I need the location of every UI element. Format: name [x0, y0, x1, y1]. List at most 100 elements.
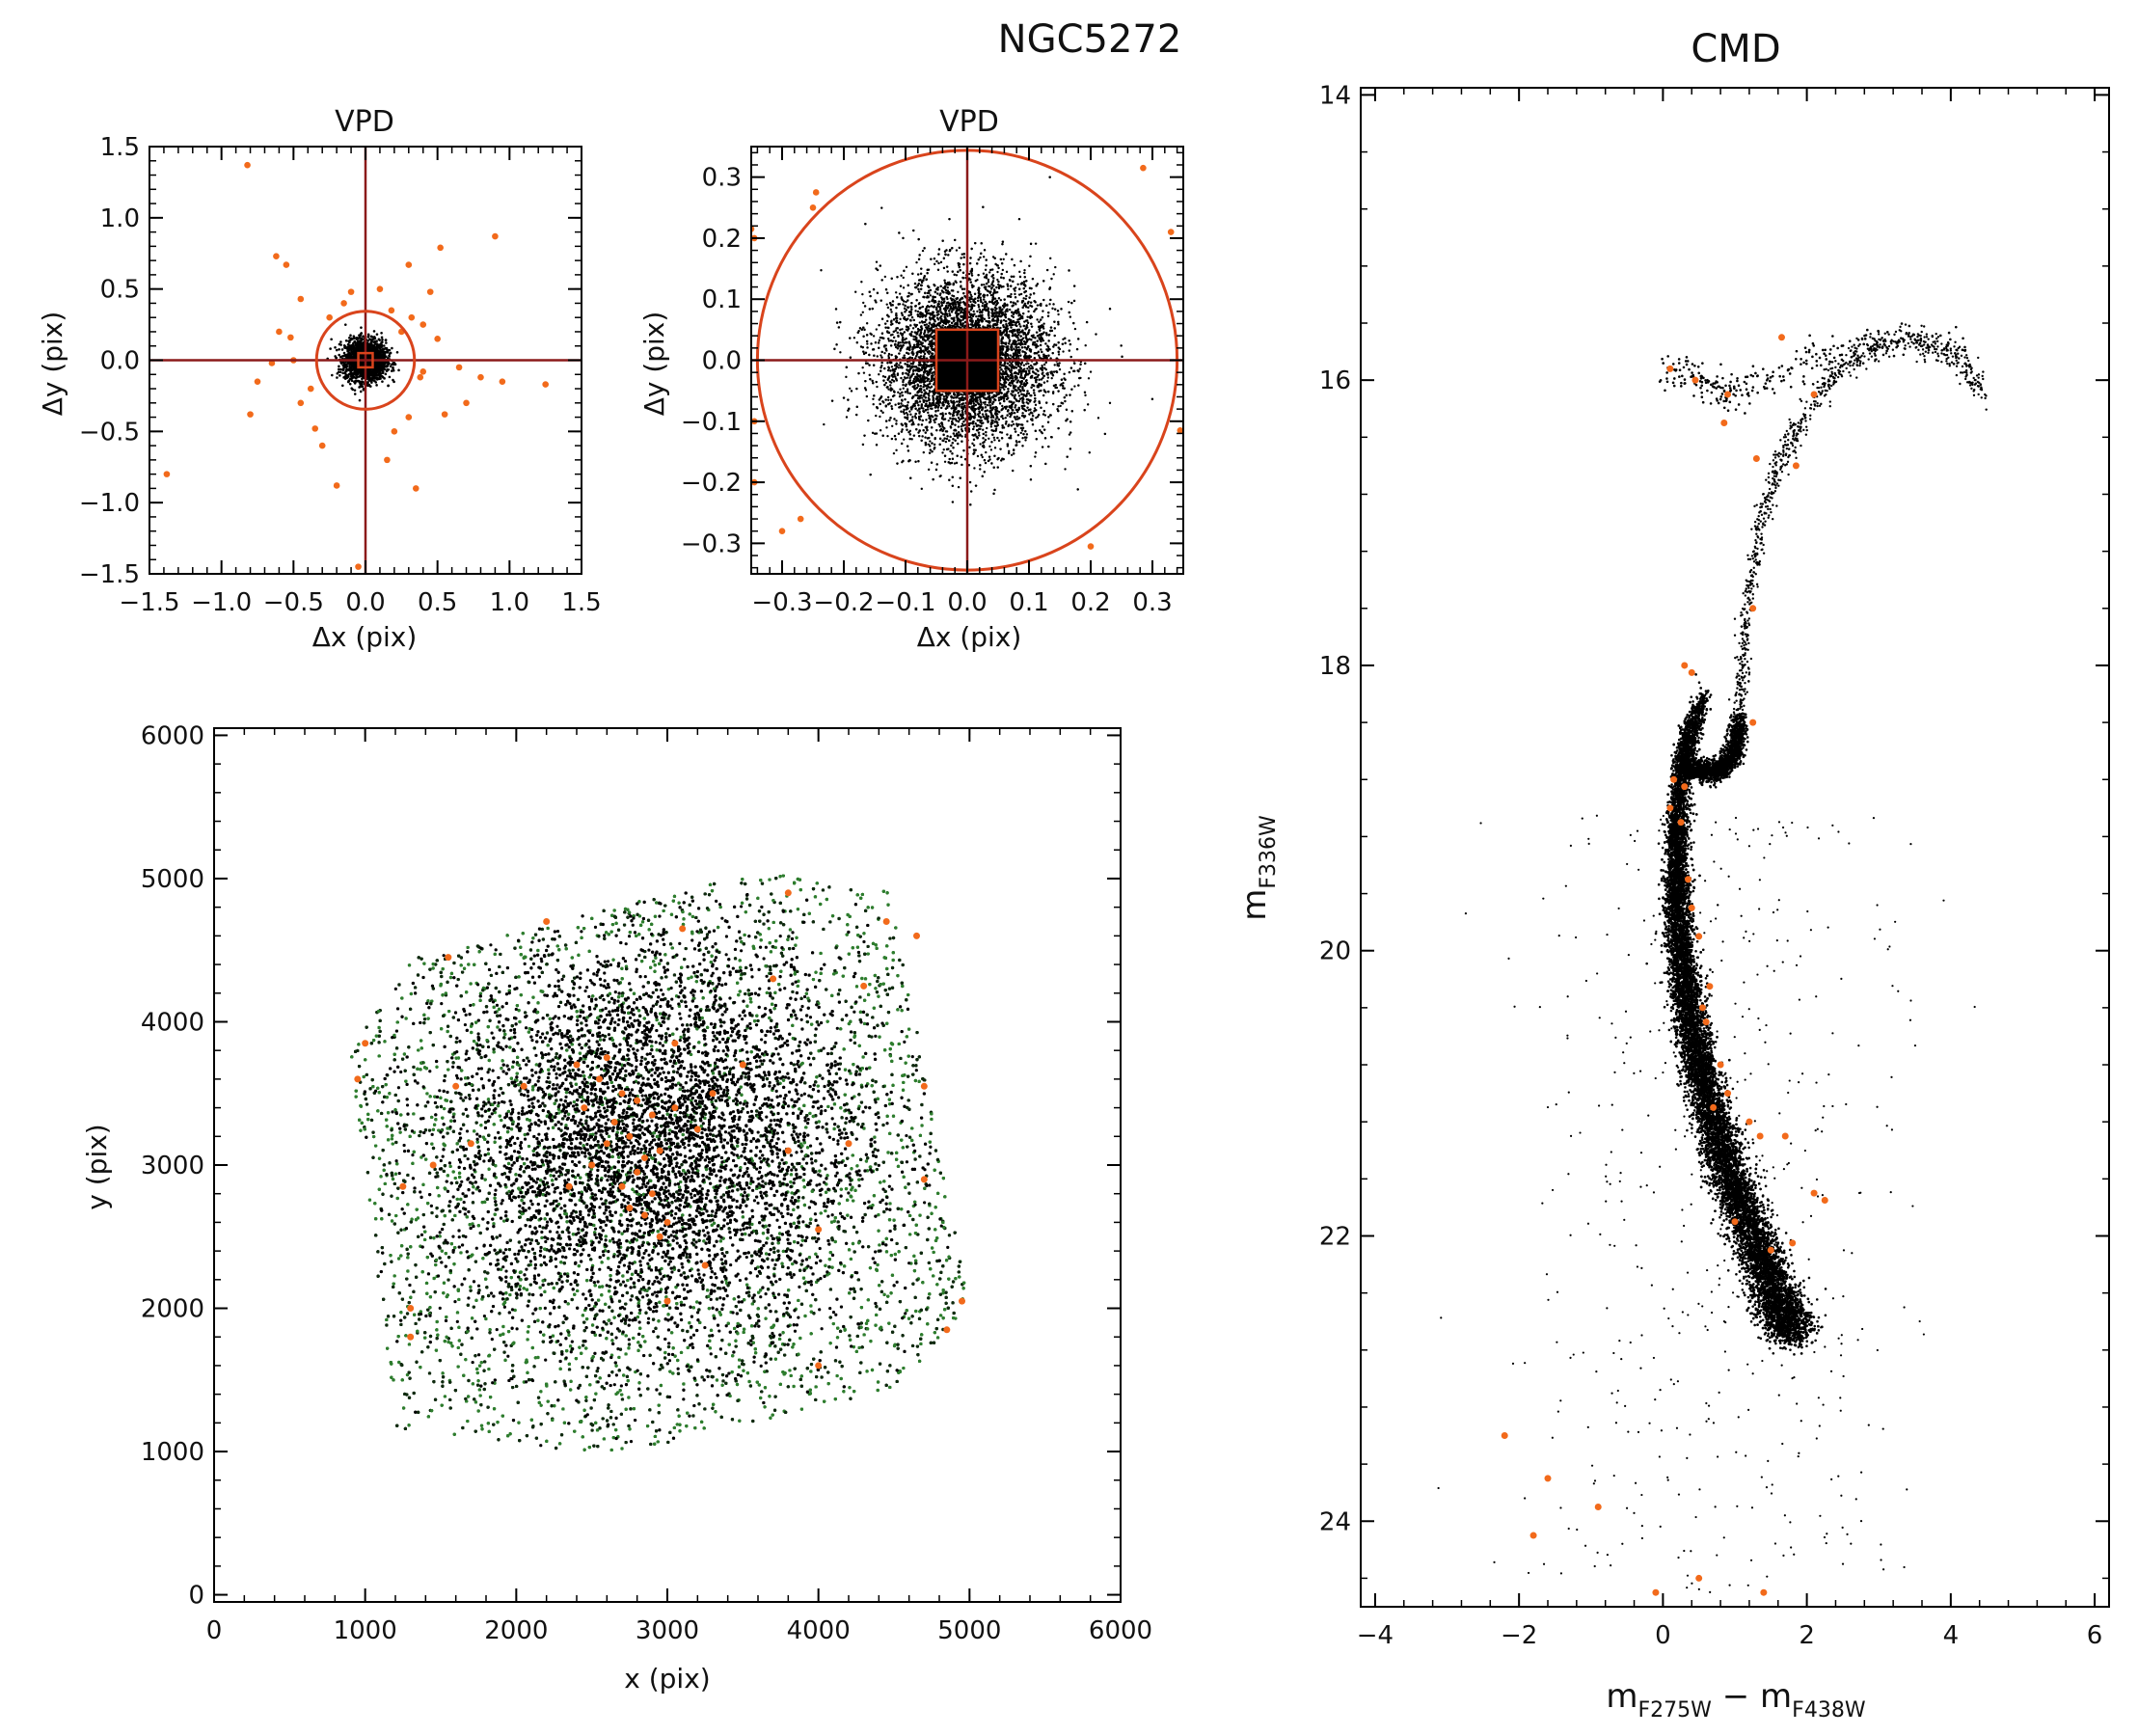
star-point [338, 353, 340, 357]
star-point [348, 382, 352, 386]
star-point [341, 368, 345, 372]
star-point [353, 366, 357, 369]
star-point [375, 366, 378, 368]
vpd-wide-ytick-label: 0.0 [100, 347, 140, 376]
vpd-zoom-ylabel: Δy (pix) [638, 312, 670, 417]
star-point [338, 347, 340, 351]
highlight-point [419, 368, 427, 375]
star-point [384, 346, 387, 350]
highlight-point [391, 428, 398, 435]
star-point [343, 375, 347, 378]
vpd-wide-xlabel: Δx (pix) [312, 621, 418, 653]
star-point [348, 368, 351, 372]
star-point [381, 338, 384, 341]
star-point [346, 361, 350, 365]
star-point [377, 355, 380, 358]
highlight-point [463, 399, 470, 407]
vpd-wide-xtick-label: −1.0 [191, 588, 252, 617]
star-point [388, 348, 392, 352]
star-point [392, 363, 395, 366]
star-point [368, 372, 371, 376]
star-point [368, 377, 372, 380]
highlight-point [384, 456, 391, 464]
star-point [380, 343, 383, 346]
star-point [331, 373, 334, 377]
star-point [339, 340, 342, 343]
highlight-point [297, 399, 305, 407]
star-point [349, 355, 352, 359]
vpd-wide-ytick-label: −1.5 [79, 560, 140, 589]
highlight-point [318, 442, 326, 449]
highlight-point [492, 232, 499, 240]
star-point [349, 337, 353, 340]
star-point [376, 343, 380, 346]
highlight-point [376, 285, 384, 292]
star-point [361, 370, 365, 373]
star-point [377, 338, 381, 341]
star-point [338, 367, 340, 371]
vpd-wide-xtick-label: 0.0 [345, 588, 385, 617]
star-point [338, 365, 340, 368]
star-point [347, 348, 351, 352]
star-point [352, 335, 356, 338]
star-point [346, 345, 349, 349]
star-point [387, 384, 390, 388]
highlight-point [434, 336, 441, 342]
star-point [374, 373, 378, 377]
star-point [380, 366, 383, 370]
highlight-point [276, 328, 283, 336]
highlight-point [417, 373, 424, 381]
highlight-point [273, 253, 280, 260]
vpd-wide-ytick-label: 1.5 [100, 133, 140, 162]
star-point [358, 380, 362, 384]
star-point [350, 369, 353, 372]
highlight-point [287, 334, 294, 341]
star-point [383, 364, 386, 366]
star-point [392, 380, 395, 384]
star-point [372, 369, 376, 373]
star-point [387, 363, 390, 366]
star-point [348, 340, 351, 344]
star-point [353, 389, 357, 392]
star-point [391, 346, 393, 350]
star-point [382, 344, 386, 347]
star-point [366, 381, 369, 385]
star-point [368, 354, 371, 358]
selection-circle [314, 310, 417, 411]
star-point [380, 369, 383, 372]
star-point [377, 351, 381, 355]
star-point [392, 366, 394, 370]
star-point [341, 384, 344, 388]
star-point [345, 365, 349, 368]
star-point [348, 337, 351, 339]
highlight-point [347, 288, 355, 295]
star-point [343, 346, 347, 349]
vpd-zoom-plot-area [751, 147, 1183, 574]
vpd-wide-xtick-label: −1.5 [119, 588, 179, 617]
star-point [374, 345, 378, 349]
star-point [354, 346, 358, 350]
star-point [339, 367, 342, 371]
star-point [391, 363, 393, 366]
highlight-point [405, 414, 413, 420]
star-point [370, 374, 374, 377]
star-point [338, 374, 341, 377]
star-point [360, 355, 364, 359]
star-point [382, 354, 385, 358]
star-point [373, 351, 376, 355]
star-point [380, 349, 384, 352]
star-point [366, 342, 370, 346]
vpd-wide-xtick-label: 1.0 [490, 588, 529, 617]
star-point [370, 340, 373, 343]
highlight-point [441, 411, 448, 418]
highlight-point [355, 563, 362, 570]
star-point [358, 336, 361, 339]
star-point [355, 369, 359, 373]
star-point [346, 342, 350, 346]
vpd-wide-ytick-label: −1.0 [79, 489, 140, 518]
star-point [375, 367, 379, 371]
star-point [375, 377, 379, 381]
star-point [369, 379, 373, 383]
star-point [366, 374, 370, 378]
